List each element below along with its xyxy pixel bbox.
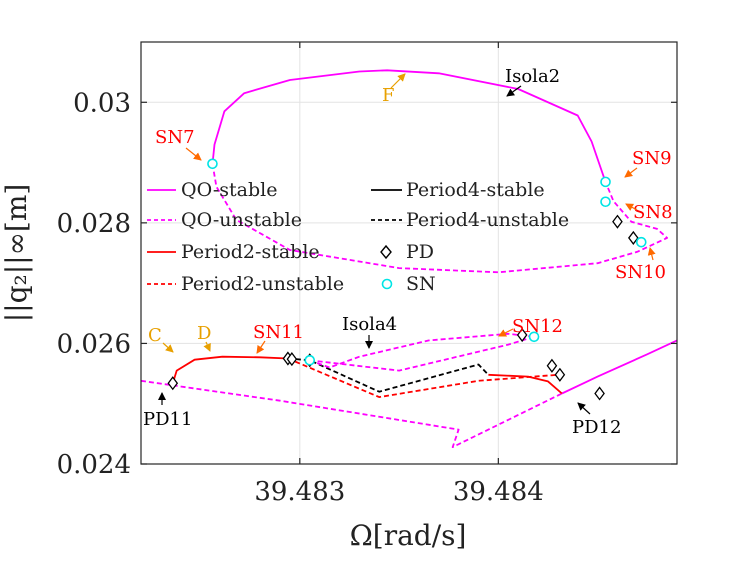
arrow-sn11 <box>256 340 266 354</box>
arrow-d <box>203 341 211 352</box>
pd-marker <box>167 376 179 391</box>
annotation-sn10: SN10 <box>615 262 666 283</box>
series-line-0 <box>211 69 607 183</box>
annotation-sn9: SN9 <box>632 148 672 169</box>
annotation-isola2: Isola2 <box>505 66 560 87</box>
y-tick-label: 0.03 <box>73 88 131 118</box>
arrow-c <box>162 342 174 353</box>
annotation-f: F <box>382 85 395 106</box>
series-line-5 <box>488 373 563 395</box>
pd-marker <box>628 230 639 246</box>
arrow-isola2 <box>506 85 522 97</box>
series-line-6 <box>287 357 558 399</box>
pd-marker <box>516 327 528 343</box>
annotation-sn8: SN8 <box>633 202 673 223</box>
arrow-sn12 <box>498 328 514 337</box>
pd-marker <box>554 367 566 382</box>
legend-label-period2-stable: Period2-stable <box>181 241 320 263</box>
annotation-isola4: Isola4 <box>342 314 397 335</box>
legend: QO-stable QO-unstable Period2-stable Per… <box>147 179 569 295</box>
arrow-pd12 <box>577 402 591 415</box>
sn-marker <box>528 331 540 343</box>
annotation-pd11: PD11 <box>143 409 192 430</box>
arrow-f <box>390 73 406 89</box>
y-tick-label: 0.026 <box>57 329 131 359</box>
arrow-sn8 <box>625 203 638 211</box>
arrow-sn10 <box>647 247 656 261</box>
series-line-7 <box>287 357 490 393</box>
annotation-sn11: SN11 <box>253 322 304 343</box>
arrow-sn9 <box>624 167 638 178</box>
legend-swatch-sn <box>381 278 393 290</box>
x-tick-label: 39.484 <box>453 477 544 507</box>
y-tick-label: 0.024 <box>57 450 131 480</box>
legend-label-pd: PD <box>406 241 434 263</box>
annotation-sn12: SN12 <box>512 316 563 337</box>
legend-label-sn: SN <box>406 273 436 295</box>
sn-marker <box>600 176 611 188</box>
annotation-sn7: SN7 <box>155 127 195 148</box>
y-axis-title: ||q₂||∞[m] <box>0 184 33 323</box>
series-line-3 <box>140 379 563 449</box>
annotation-pd12: PD12 <box>572 417 621 438</box>
marker-layer <box>167 158 647 401</box>
legend-label-period4-unstable: Period4-unstable <box>406 209 569 231</box>
legend-swatch-pd <box>380 244 392 260</box>
sn-marker <box>207 158 218 170</box>
pd-marker <box>594 386 605 401</box>
series-line-1 <box>211 163 668 274</box>
series-line-2 <box>561 339 678 395</box>
sn-marker <box>635 236 647 248</box>
annotations: Isola2 F SN7 SN9 SN8 SN10 C D SN11 Isola… <box>143 66 673 438</box>
arrow-sn7 <box>185 147 202 161</box>
x-tick-label: 39.483 <box>254 477 345 507</box>
sn-marker <box>304 355 316 366</box>
x-axis-title: Ω[rad/s] <box>350 519 467 552</box>
tick-layer: 39.483 39.484 0.024 0.026 0.028 0.03 <box>57 42 677 507</box>
sn-marker <box>600 196 611 208</box>
series-line-4 <box>171 355 288 384</box>
annotation-d: D <box>197 323 211 344</box>
series-line-9 <box>309 335 535 372</box>
plot-frame <box>140 41 678 465</box>
pd-marker <box>612 214 623 229</box>
legend-label-period4-stable: Period4-stable <box>406 179 545 201</box>
legend-label-qo-stable: QO-stable <box>181 179 277 201</box>
legend-label-qo-unstable: QO-unstable <box>181 209 302 231</box>
legend-label-period2-unstable: Period2-unstable <box>181 273 344 295</box>
annotation-c: C <box>148 325 162 346</box>
pd-marker <box>546 358 558 373</box>
y-tick-label: 0.028 <box>57 209 131 239</box>
series-layer <box>140 69 678 449</box>
pd-marker <box>286 352 298 367</box>
